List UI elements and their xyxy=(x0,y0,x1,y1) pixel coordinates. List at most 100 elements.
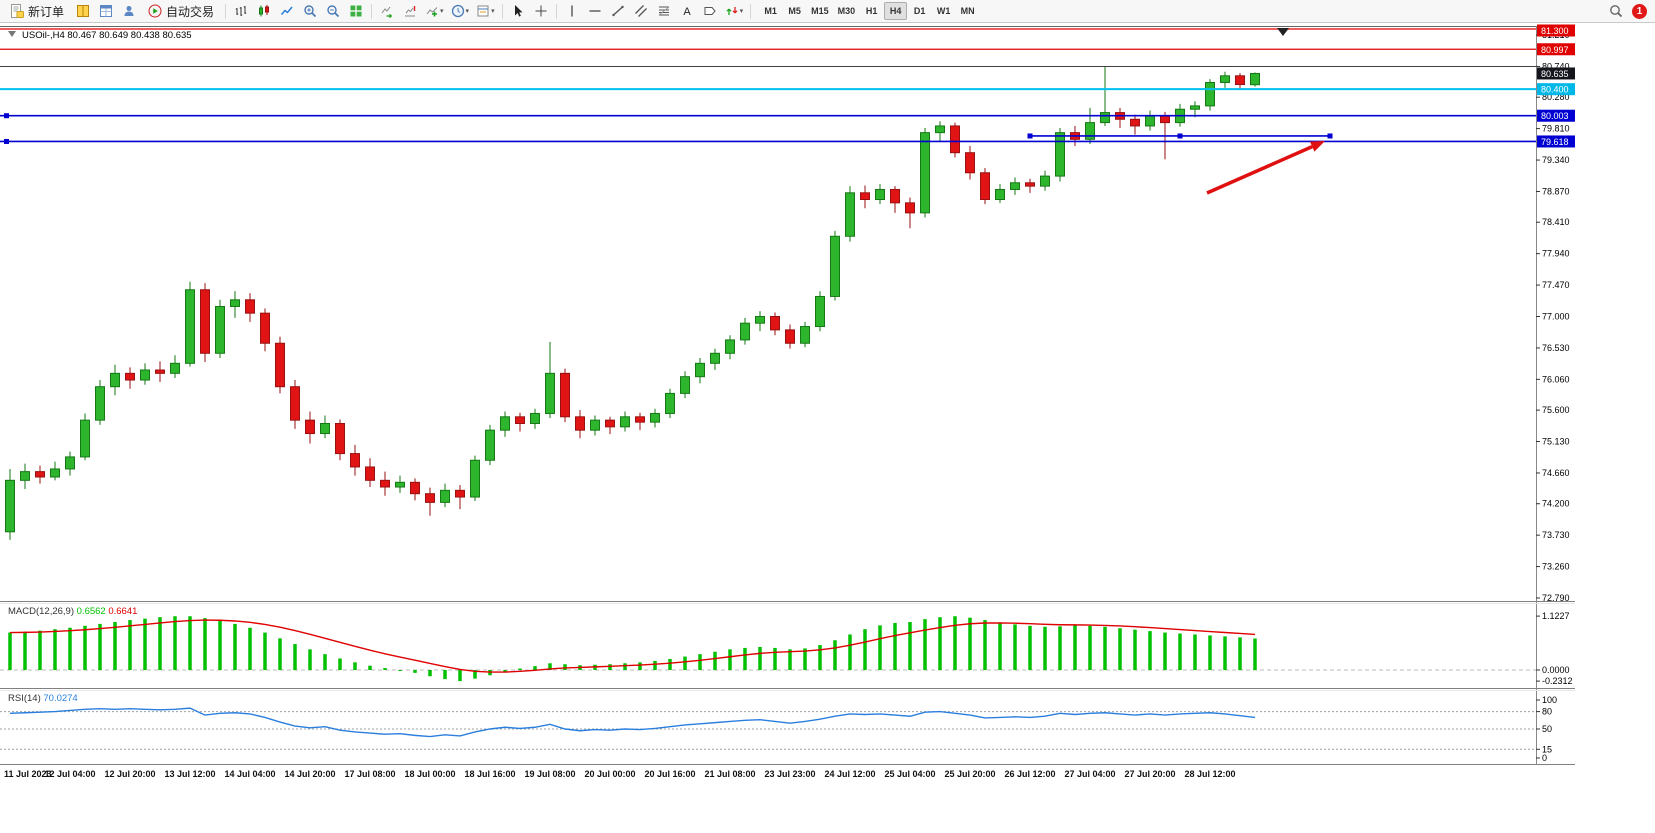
svg-text:80.997: 80.997 xyxy=(1541,45,1569,55)
candle xyxy=(80,419,90,458)
macd-tick-label: -0.2312 xyxy=(1542,676,1573,686)
macd-tick-label: 1.1227 xyxy=(1542,611,1570,621)
candle xyxy=(500,416,510,431)
candle xyxy=(1025,182,1035,187)
date-label: 17 Jul 08:00 xyxy=(344,769,395,779)
templates-dropdown-button[interactable]: ▾ xyxy=(473,1,498,21)
navigator-button[interactable] xyxy=(118,1,140,21)
line-handle xyxy=(4,138,9,144)
date-label: 27 Jul 04:00 xyxy=(1064,769,1115,779)
search-button[interactable] xyxy=(1605,1,1627,21)
candle xyxy=(65,456,75,470)
price-badge-80.003 xyxy=(1537,109,1575,122)
price-tick-label: 75.600 xyxy=(1542,405,1570,415)
periods-dropdown-button[interactable]: ▾ xyxy=(448,1,473,21)
new-order-button[interactable]: 新订单 xyxy=(3,1,71,21)
auto-trading-label: 自动交易 xyxy=(166,4,215,19)
notification-count: 1 xyxy=(1636,5,1643,17)
vertical-line-icon xyxy=(565,4,579,18)
price-tick-label: 74.200 xyxy=(1542,499,1570,509)
candle xyxy=(710,352,720,364)
auto-trading-button[interactable]: 自动交易 xyxy=(141,1,221,21)
date-label: 23 Jul 23:00 xyxy=(764,769,815,779)
date-label: 14 Jul 04:00 xyxy=(224,769,275,779)
timeframe-button-m30[interactable]: M30 xyxy=(834,2,860,20)
tile-windows-button[interactable] xyxy=(345,1,367,21)
candle xyxy=(545,372,555,414)
svg-text:80.003: 80.003 xyxy=(1541,111,1569,121)
candle xyxy=(1160,115,1170,124)
price-tick-label: 73.260 xyxy=(1542,562,1570,572)
indicators-icon xyxy=(425,4,439,18)
candle xyxy=(1130,118,1140,127)
date-label: 14 Jul 20:00 xyxy=(284,769,335,779)
line-handle xyxy=(1177,133,1183,139)
svg-text:80.635: 80.635 xyxy=(1541,69,1569,79)
candle xyxy=(680,376,690,394)
timeframe-button-h1[interactable]: H1 xyxy=(860,2,883,20)
tile-windows-icon xyxy=(349,4,363,18)
date-label: 21 Jul 08:00 xyxy=(704,769,755,779)
date-label: 13 Jul 12:00 xyxy=(164,769,215,779)
chart-bars-button[interactable] xyxy=(230,1,252,21)
candlesticks xyxy=(5,66,1260,540)
svg-text:A: A xyxy=(683,6,691,18)
chart-shift-button[interactable] xyxy=(399,1,421,21)
zoom-out-button[interactable] xyxy=(322,1,344,21)
timeframe-button-w1[interactable]: W1 xyxy=(932,2,955,20)
candle xyxy=(215,305,225,354)
rsi-pane: 100 80 50 150 RSI(14) 70.0274 xyxy=(0,693,1557,763)
fibonacci-button[interactable] xyxy=(653,1,675,21)
channel-button[interactable] xyxy=(630,1,652,21)
arrows-icon xyxy=(725,4,739,18)
candle xyxy=(425,493,435,503)
timeframe-button-d1[interactable]: D1 xyxy=(908,2,931,20)
auto-scroll-button[interactable] xyxy=(376,1,398,21)
chart-shift-marker[interactable] xyxy=(1277,28,1289,36)
candle xyxy=(1010,182,1020,190)
price-badge-81.300 xyxy=(1537,24,1575,37)
timeframe-button-m15[interactable]: M15 xyxy=(807,2,833,20)
candle xyxy=(755,316,765,324)
chart-line-button[interactable] xyxy=(276,1,298,21)
text-button[interactable]: A xyxy=(676,1,698,21)
macd-pane: 1.1227 0.0000-0.2312 MACD(12,26,9) 0.6562 … xyxy=(0,606,1573,686)
zoom-in-button[interactable] xyxy=(299,1,321,21)
market-watch-button[interactable] xyxy=(72,1,94,21)
symbol-header: USOil-,H4 80.467 80.649 80.438 80.635 xyxy=(8,30,192,41)
trendline-button[interactable] xyxy=(607,1,629,21)
dropdown-arrow-icon: ▾ xyxy=(739,8,744,15)
zoom-out-icon xyxy=(326,4,340,18)
notification-badge[interactable]: 1 xyxy=(1632,3,1647,19)
date-label: 27 Jul 20:00 xyxy=(1124,769,1175,779)
date-label: 11 Jul 2023 xyxy=(4,769,52,779)
indicators-button[interactable]: ▾ xyxy=(422,1,447,21)
timeframe-button-m5[interactable]: M5 xyxy=(783,2,806,20)
timeframe-button-m1[interactable]: M1 xyxy=(759,2,782,20)
chart-candles-button[interactable] xyxy=(253,1,275,21)
price-tick-label: 78.870 xyxy=(1542,186,1570,196)
crosshair-icon xyxy=(534,4,548,18)
vertical-line-button[interactable] xyxy=(561,1,583,21)
trendline-icon xyxy=(611,4,625,18)
timeframe-button-h4[interactable]: H4 xyxy=(884,2,908,20)
toolbar-separator xyxy=(555,3,557,19)
crosshair-button[interactable] xyxy=(530,1,552,21)
candle xyxy=(1190,105,1200,110)
text-label-button[interactable] xyxy=(699,1,721,21)
candle xyxy=(380,479,390,488)
chart-menu-arrow-icon[interactable] xyxy=(8,31,16,37)
horizontal-line-button[interactable] xyxy=(584,1,606,21)
arrows-dropdown-button[interactable]: ▾ xyxy=(722,1,747,21)
timeframe-button-mn[interactable]: MN xyxy=(956,2,979,20)
line-handle xyxy=(1327,133,1333,139)
candle xyxy=(575,416,585,431)
cursor-button[interactable] xyxy=(507,1,529,21)
data-window-button[interactable] xyxy=(95,1,117,21)
candle xyxy=(185,289,195,364)
date-label: 18 Jul 16:00 xyxy=(464,769,515,779)
candle xyxy=(995,188,1005,200)
candle xyxy=(875,188,885,200)
horizontal-line-icon xyxy=(588,4,602,18)
